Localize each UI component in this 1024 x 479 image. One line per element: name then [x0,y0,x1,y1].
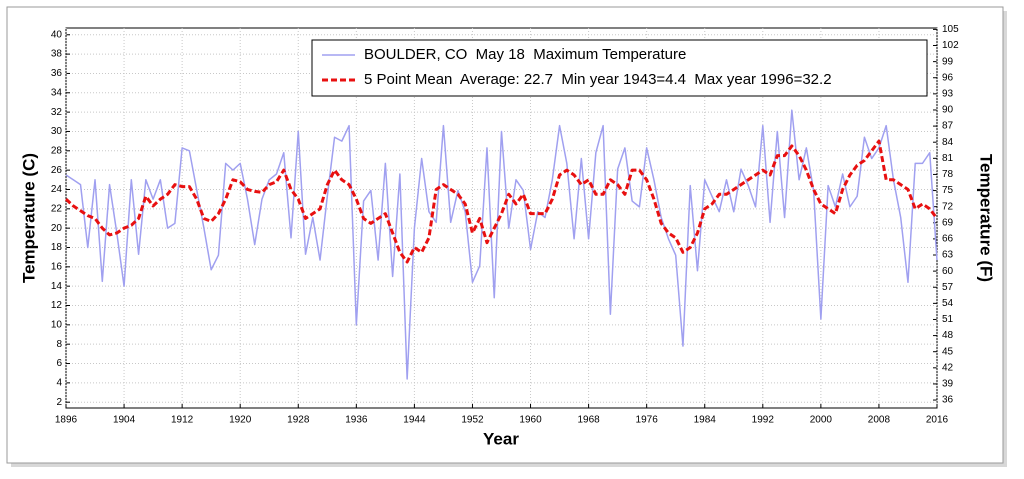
x-tick-label: 1936 [345,415,368,426]
y2-tick-label: 45 [942,346,954,357]
y-tick-label: 24 [51,184,63,195]
y-tick-label: 22 [51,203,63,214]
y-tick-label: 10 [51,319,63,330]
legend-box [311,39,928,97]
x-tick-label: 2000 [810,415,833,426]
y2-tick-label: 51 [942,314,954,325]
y2-tick-label: 66 [942,234,954,245]
y2-axis-title: Temperature (F) [977,154,996,282]
lines [64,109,939,380]
legend-label: 5 Point Mean Average: 22.7 Min year 1943… [364,71,832,88]
x-tick-label: 1976 [636,415,659,426]
y-tick-label: 28 [51,145,63,156]
x-tick-label: 1968 [577,415,600,426]
y-axis-title: Temperature (C) [19,153,38,283]
series-line [64,139,939,264]
y2-tick-label: 90 [942,105,954,116]
x-tick-label: 1960 [519,415,542,426]
y-tick-label: 6 [56,358,62,369]
x-tick-label: 1920 [229,415,252,426]
x-tick-label: 2016 [926,415,949,426]
y2-tick-label: 69 [942,217,954,228]
x-tick-label: 1992 [752,415,775,426]
x-tick-label: 1904 [113,415,136,426]
y2-tick-label: 60 [942,266,954,277]
y2-tick-label: 84 [942,137,954,148]
x-tick-label: 1984 [694,415,717,426]
x-tick-label: 1928 [287,415,310,426]
series-line [65,109,938,380]
y2-tick-label: 39 [942,379,954,390]
y2-tick-label: 78 [942,169,954,180]
y2-tick-label: 93 [942,88,954,99]
y-tick-label: 20 [51,223,63,234]
y2-tick-label: 81 [942,153,954,164]
x-tick-label: 1952 [461,415,484,426]
x-axis-title: Year [483,429,519,448]
y-tick-label: 36 [51,68,63,79]
y-tick-label: 16 [51,261,63,272]
y-tick-label: 18 [51,242,63,253]
y2-tick-label: 102 [942,40,959,51]
y2-tick-label: 36 [942,395,954,406]
y2-tick-label: 63 [942,250,954,261]
y-tick-label: 8 [56,339,62,350]
x-tick-label: 2008 [868,415,891,426]
y-tick-label: 30 [51,126,63,137]
y-tick-label: 38 [51,49,63,60]
legend-label: BOULDER, CO May 18 Maximum Temperature [364,46,686,63]
y2-tick-label: 72 [942,201,954,212]
legend: BOULDER, CO May 18 Maximum Temperature 5 … [311,39,928,97]
y2-tick-label: 42 [942,362,954,373]
x-tick-label: 1896 [55,415,78,426]
y2-tick-label: 105 [942,24,959,35]
x-tick-label: 1944 [403,415,426,426]
y-tick-label: 26 [51,165,63,176]
y-tick-label: 32 [51,107,63,118]
y-tick-label: 34 [51,87,63,98]
x-tick-label: 1912 [171,415,194,426]
y-tick-label: 40 [51,29,63,40]
y-tick-label: 4 [56,378,62,389]
y-tick-label: 12 [51,300,63,311]
y2-tick-label: 75 [942,185,954,196]
y2-tick-label: 99 [942,56,954,67]
y2-tick-label: 57 [942,282,954,293]
y2-tick-label: 96 [942,72,954,83]
y2-tick-label: 48 [942,330,954,341]
y-tick-label: 14 [51,281,63,292]
y-tick-label: 2 [56,397,62,408]
y2-tick-label: 54 [942,298,954,309]
y2-tick-label: 87 [942,121,954,132]
